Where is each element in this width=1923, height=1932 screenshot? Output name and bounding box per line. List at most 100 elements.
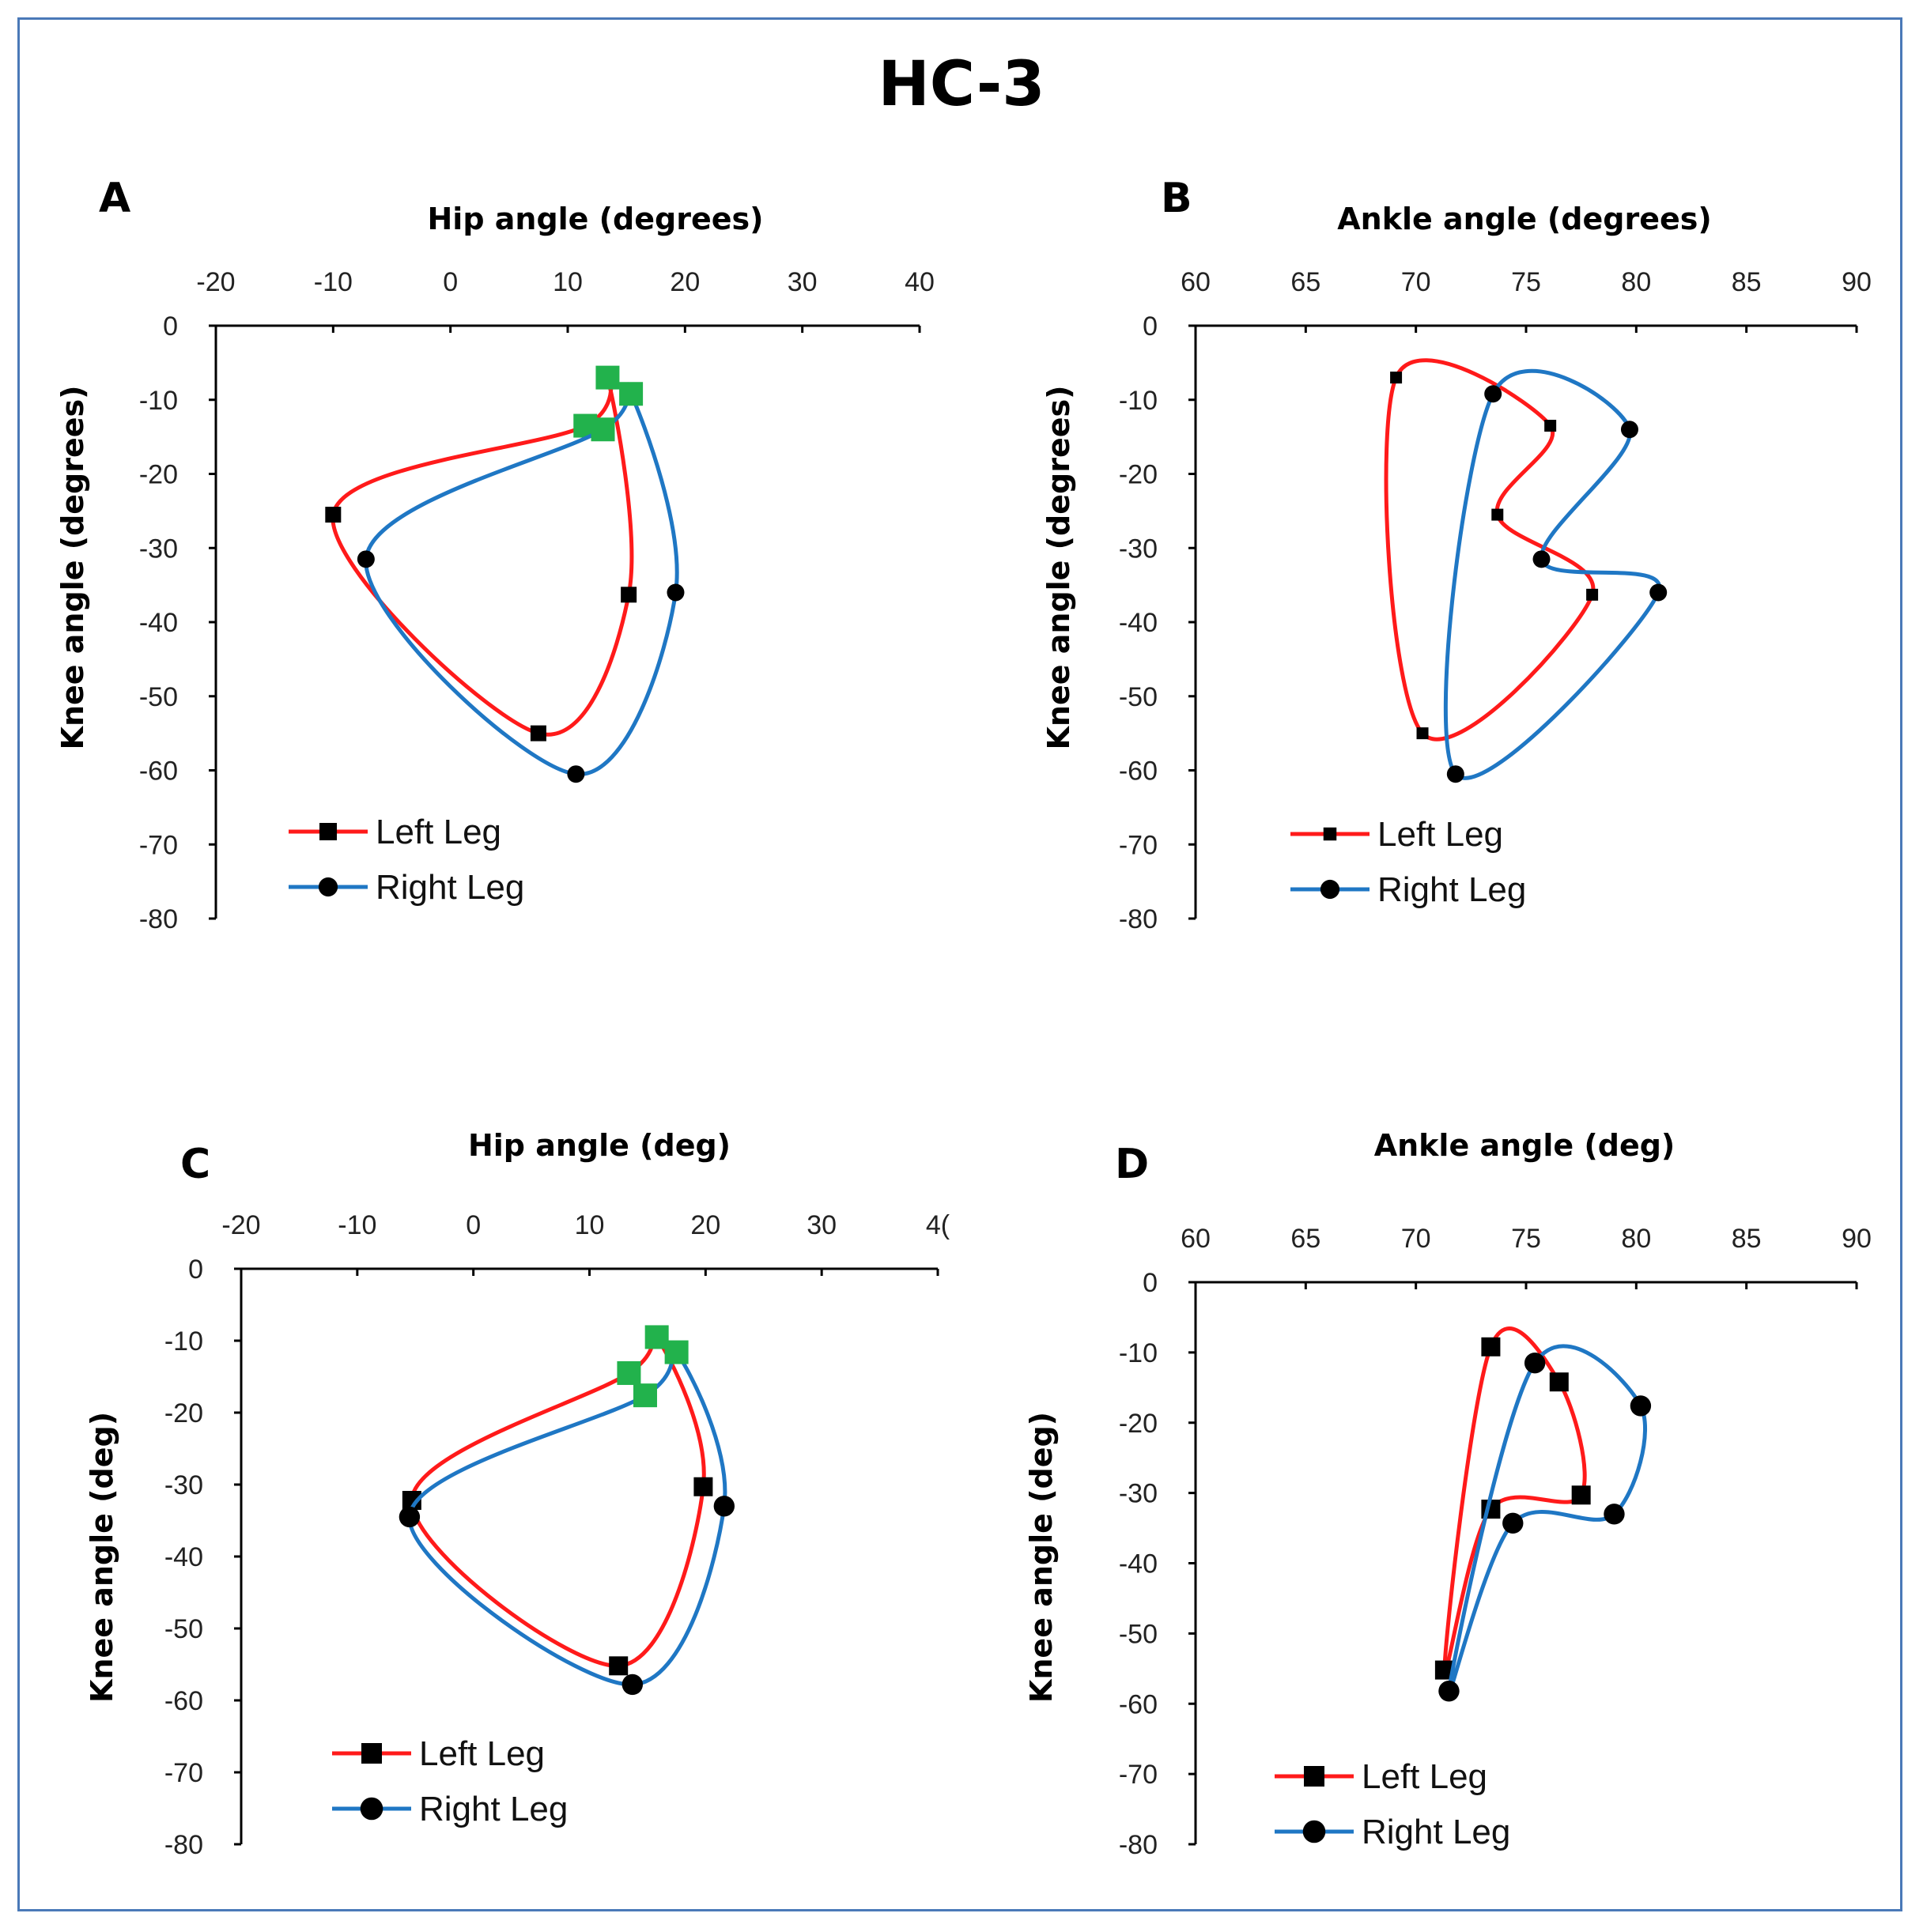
legend-label: Right Leg <box>1377 870 1526 909</box>
y-tick-label: -70 <box>139 830 178 860</box>
data-point <box>1544 420 1557 432</box>
x-axis-title: Hip angle (deg) <box>468 1128 731 1163</box>
legend-marker <box>361 1743 382 1764</box>
legend-marker <box>1304 1766 1324 1787</box>
legend-marker <box>319 823 337 840</box>
y-tick-label: 0 <box>188 1255 203 1285</box>
x-tick-label: 65 <box>1290 267 1320 297</box>
legend-label: Left Leg <box>419 1734 545 1773</box>
data-point <box>530 725 546 741</box>
x-tick-label: 90 <box>1842 1224 1872 1254</box>
data-point <box>693 1477 713 1496</box>
data-point <box>609 1656 629 1676</box>
highlight-point <box>595 365 620 390</box>
y-tick-label: -60 <box>1119 757 1158 787</box>
x-tick-label: 10 <box>553 267 583 297</box>
y-axis-title: Knee angle (deg) <box>1024 1412 1059 1703</box>
x-tick-label: 75 <box>1511 267 1541 297</box>
highlight-point <box>633 1383 657 1408</box>
data-point <box>1481 1337 1501 1357</box>
y-tick-label: -50 <box>1119 1619 1158 1649</box>
figure-title: HC-3 <box>878 49 1045 120</box>
legend-label: Right Leg <box>419 1790 568 1828</box>
data-point <box>667 583 685 602</box>
x-tick-label: 30 <box>807 1210 837 1240</box>
data-point <box>1620 421 1638 439</box>
x-tick-label: -20 <box>221 1210 260 1240</box>
x-tick-label: 60 <box>1181 267 1211 297</box>
data-point <box>1416 727 1429 740</box>
x-axis-title: Hip angle (degrees) <box>428 202 764 236</box>
x-tick-label: -10 <box>338 1210 376 1240</box>
data-point <box>713 1496 735 1517</box>
data-point <box>1524 1353 1546 1374</box>
y-tick-label: -20 <box>1119 460 1158 490</box>
x-tick-label: 70 <box>1401 1224 1431 1254</box>
y-tick-label: -30 <box>139 534 178 564</box>
x-tick-label: 85 <box>1732 1224 1762 1254</box>
data-point <box>1604 1504 1625 1525</box>
legend-marker <box>1320 879 1340 900</box>
highlight-point <box>617 1360 641 1385</box>
data-point <box>1502 1512 1524 1534</box>
chart-panel-d: D Ankle angle (deg) Knee angle (deg) 60 65 70… <box>1024 1128 1872 1860</box>
legend-marker <box>1323 827 1337 841</box>
y-tick-label: -80 <box>164 1830 203 1860</box>
y-tick-label: -50 <box>139 682 178 712</box>
data-point <box>1438 1681 1460 1702</box>
x-tick-label: 85 <box>1732 267 1762 297</box>
highlight-point <box>664 1340 689 1364</box>
y-tick-label: -40 <box>164 1542 203 1572</box>
y-tick-label: 0 <box>1143 1268 1158 1298</box>
x-tick-label: 70 <box>1401 267 1431 297</box>
data-point <box>1446 765 1464 783</box>
x-tick-label: 20 <box>670 267 700 297</box>
x-tick-label: 20 <box>690 1210 720 1240</box>
y-tick-label: -10 <box>139 386 178 416</box>
legend-label: Right Leg <box>376 868 524 907</box>
y-tick-label: -20 <box>164 1398 203 1428</box>
x-tick-label: 40 <box>905 267 935 297</box>
data-point <box>1491 508 1504 521</box>
data-point <box>1630 1395 1652 1417</box>
data-point <box>325 507 342 523</box>
y-tick-label: -10 <box>164 1326 203 1357</box>
y-tick-label: -40 <box>1119 608 1158 638</box>
y-axis-title: Knee angle (degrees) <box>1041 385 1076 749</box>
legend-marker <box>1302 1820 1326 1843</box>
y-tick-label: -60 <box>139 757 178 787</box>
figure-frame <box>17 17 1902 1911</box>
panel-label: C <box>180 1141 210 1188</box>
panel-label: D <box>1115 1141 1149 1188</box>
y-tick-label: -80 <box>1119 904 1158 934</box>
x-tick-label: 90 <box>1842 267 1872 297</box>
data-point <box>357 550 375 568</box>
y-tick-label: -10 <box>1119 386 1158 416</box>
x-tick-label: 60 <box>1181 1224 1211 1254</box>
legend-label: Left Leg <box>376 813 501 851</box>
y-tick-label: -80 <box>139 904 178 934</box>
x-tick-label: 0 <box>443 267 458 297</box>
legend-marker <box>360 1797 383 1821</box>
y-tick-label: -80 <box>1119 1830 1158 1860</box>
x-tick-label: -10 <box>314 267 353 297</box>
x-tick-label: 4( <box>926 1210 950 1240</box>
y-tick-label: -10 <box>1119 1338 1158 1368</box>
x-tick-label: 80 <box>1621 1224 1651 1254</box>
data-point <box>621 587 637 603</box>
legend-label: Right Leg <box>1362 1813 1510 1851</box>
data-point <box>1484 385 1502 403</box>
x-axis-title: Ankle angle (degrees) <box>1337 202 1712 236</box>
x-tick-label: 80 <box>1621 267 1651 297</box>
x-tick-label: 65 <box>1290 1224 1320 1254</box>
y-tick-label: -50 <box>1119 682 1158 712</box>
y-tick-label: -50 <box>164 1614 203 1644</box>
y-tick-label: 0 <box>163 311 178 341</box>
data-point <box>1549 1372 1569 1392</box>
y-tick-label: -60 <box>1119 1689 1158 1719</box>
legend-label: Left Leg <box>1362 1757 1487 1796</box>
y-tick-label: -60 <box>164 1686 203 1716</box>
legend-label: Left Leg <box>1377 815 1503 854</box>
data-point <box>402 1491 421 1511</box>
x-tick-label: 75 <box>1511 1224 1541 1254</box>
